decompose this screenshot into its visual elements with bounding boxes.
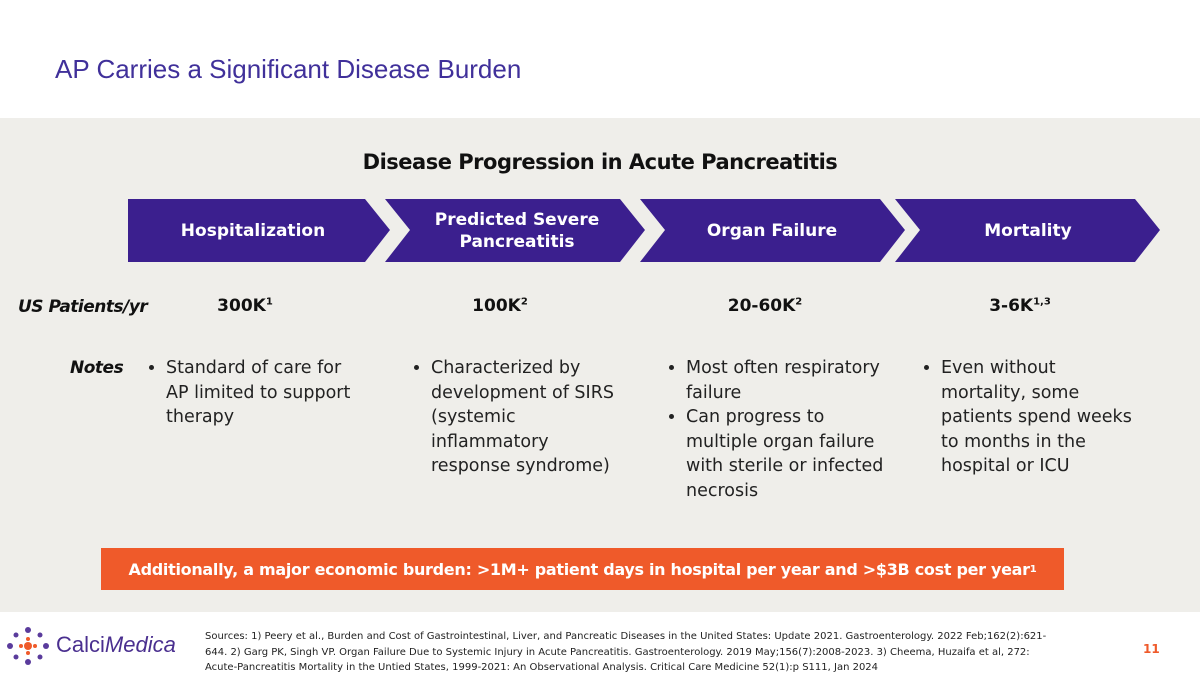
chevron (128, 199, 390, 262)
notes-list: Standard of care for AP limited to suppo… (140, 356, 365, 430)
notes-column: Characterized by development of SIRS (sy… (405, 356, 630, 479)
row-label: Notes (70, 358, 124, 378)
patient-sup: 1 (265, 296, 273, 308)
patient-number: 3-6K (989, 296, 1034, 316)
notes-list: Characterized by development of SIRS (sy… (405, 356, 630, 479)
note-item: Can progress to multiple organ failure w… (686, 405, 885, 503)
chevron (640, 199, 905, 262)
notes-column: Even without mortality, some patients sp… (915, 356, 1140, 479)
banner-sup: 1 (1029, 563, 1037, 575)
notes-list: Most often respiratory failureCan progre… (660, 356, 885, 503)
patient-number: 300K (217, 296, 266, 316)
note-item: Most often respiratory failure (686, 356, 885, 405)
slide-title: AP Carries a Significant Disease Burden (55, 54, 522, 84)
patient-sup: 1,3 (1033, 296, 1051, 308)
panel-heading: Disease Progression in Acute Pancreatiti… (362, 150, 838, 174)
logo: CalciMedica (56, 632, 176, 658)
logo-mark (7, 627, 49, 665)
note-item: Characterized by development of SIRS (sy… (431, 356, 630, 479)
notes-list: Even without mortality, some patients sp… (915, 356, 1140, 479)
sources: Sources: 1) Peery et al., Burden and Cos… (205, 631, 1047, 673)
patient-number: 20-60K (727, 296, 796, 316)
page-number: 11 (1143, 642, 1160, 656)
row-label: US Patients/yr (18, 297, 148, 317)
patient-number: 100K (472, 296, 521, 316)
stage-label: Organ Failure (706, 220, 838, 241)
patient-value: 20-60K2 (665, 296, 865, 316)
notes-column: Standard of care for AP limited to suppo… (140, 356, 365, 430)
chevron (385, 199, 645, 262)
patient-value: 100K2 (400, 296, 600, 316)
stage-label: Predicted Severe Pancreatitis (434, 209, 600, 252)
chevrons (128, 199, 1160, 262)
chevron (895, 199, 1160, 262)
logo-text: Calci (56, 632, 105, 657)
stage-label: Hospitalization (180, 220, 326, 241)
stage-label: Mortality (984, 220, 1072, 241)
note-item: Even without mortality, some patients sp… (941, 356, 1140, 479)
patient-value: 300K1 (145, 296, 345, 316)
banner-text: Additionally, a major economic burden: >… (128, 559, 1031, 579)
notes-column: Most often respiratory failureCan progre… (660, 356, 885, 503)
logo-text: Medica (104, 632, 176, 657)
patient-value: 3-6K1,3 (920, 296, 1120, 316)
patient-sup: 2 (795, 296, 803, 308)
banner: Additionally, a major economic burden: >… (101, 548, 1064, 590)
note-item: Standard of care for AP limited to suppo… (166, 356, 365, 430)
patient-sup: 2 (520, 296, 528, 308)
